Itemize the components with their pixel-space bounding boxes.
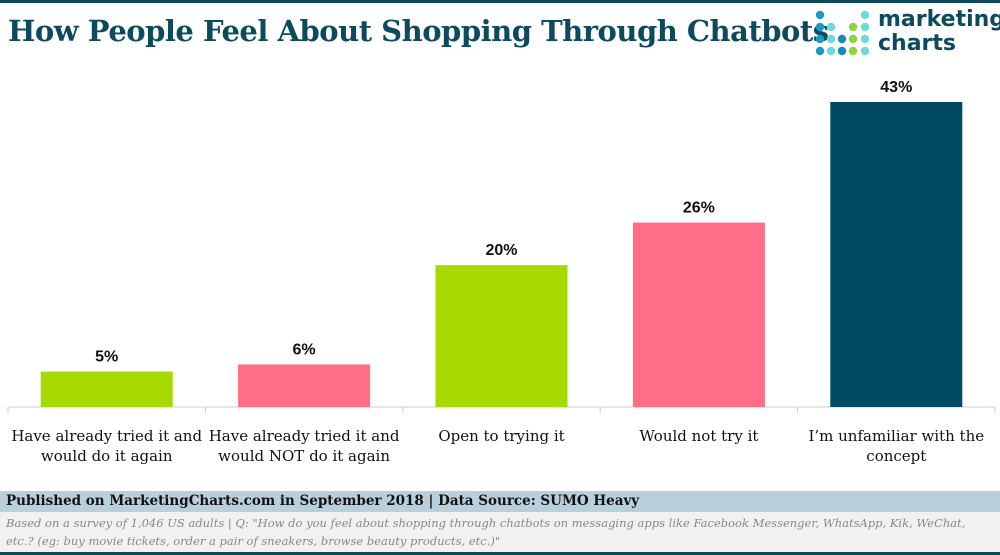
logo-line1: marketing xyxy=(878,7,1000,32)
bar xyxy=(40,371,173,407)
logo-dot xyxy=(815,46,825,56)
category-label: would NOT do it again xyxy=(218,447,390,465)
logo-dot xyxy=(848,22,858,32)
category-label: Have already tried it and xyxy=(209,427,400,445)
top-border xyxy=(0,0,1000,3)
data-label: 6% xyxy=(293,341,316,358)
bar-chart: 5% Have already tried it and would do it a… xyxy=(7,79,996,465)
logo-line2: charts xyxy=(878,31,957,56)
logo-dot xyxy=(837,34,847,44)
bar xyxy=(238,364,371,407)
logo-dot xyxy=(848,34,858,44)
category-label: Open to trying it xyxy=(438,427,564,445)
data-label: 43% xyxy=(880,79,912,96)
marketingcharts-logo-icon xyxy=(815,10,870,56)
survey-note: Based on a survey of 1,046 US adults | Q… xyxy=(0,512,1000,552)
logo-dot xyxy=(860,46,870,56)
logo-dot xyxy=(860,34,870,44)
category-label: I’m unfamiliar with the xyxy=(808,427,984,445)
data-label: 5% xyxy=(95,349,118,366)
logo-dot xyxy=(826,46,836,56)
logo-dot xyxy=(860,10,870,20)
category-label: concept xyxy=(866,447,926,465)
logo-dot xyxy=(826,22,836,32)
data-label: 26% xyxy=(683,200,715,217)
logo-dot xyxy=(815,22,825,32)
data-label: 20% xyxy=(485,242,517,259)
bottom-border xyxy=(0,552,1000,555)
category-label: Have already tried it and xyxy=(11,427,202,445)
logo-dot xyxy=(815,34,825,44)
logo-dot xyxy=(848,46,858,56)
bar xyxy=(632,222,765,407)
logo-dot xyxy=(860,22,870,32)
bar xyxy=(830,102,963,407)
published-source: Published on MarketingCharts.com in Sept… xyxy=(0,491,1000,512)
logo-dot xyxy=(837,46,847,56)
logo-dot xyxy=(815,10,825,20)
chart-title: How People Feel About Shopping Through C… xyxy=(8,14,829,48)
category-label: Would not try it xyxy=(639,427,758,445)
logo-dot xyxy=(826,34,836,44)
logo-text: marketing charts xyxy=(878,8,1000,56)
bar xyxy=(435,265,568,407)
category-label: would do it again xyxy=(41,447,173,465)
